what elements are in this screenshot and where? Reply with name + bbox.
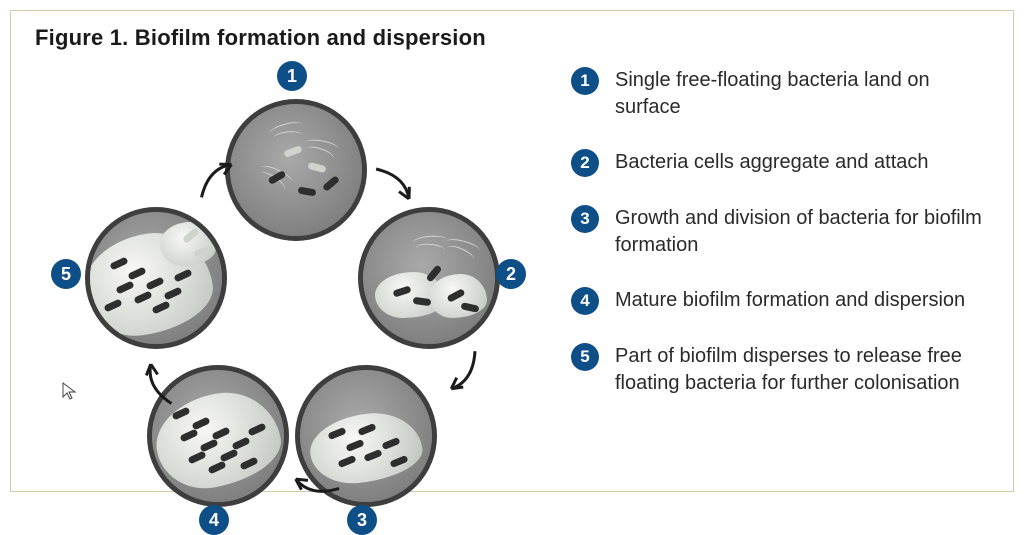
- legend-item: 4 Mature biofilm formation and dispersio…: [571, 287, 991, 315]
- stage-2: [358, 207, 500, 349]
- legend-item: 5 Part of biofilm disperses to release f…: [571, 343, 991, 397]
- arrow-4-5: [133, 350, 185, 415]
- figure-frame: Figure 1. Biofilm formation and dispersi…: [10, 10, 1014, 492]
- stage-badge-3: 3: [347, 505, 377, 535]
- legend: 1 Single free-floating bacteria land on …: [571, 67, 991, 397]
- arrow-2-3: [432, 340, 495, 405]
- stage-badge-5: 5: [51, 259, 81, 289]
- legend-text-5: Part of biofilm disperses to release fre…: [615, 343, 991, 397]
- legend-item: 1 Single free-floating bacteria land on …: [571, 67, 991, 121]
- cursor-icon: [61, 381, 79, 401]
- legend-badge-4: 4: [571, 287, 599, 315]
- stage-5: [85, 207, 227, 349]
- legend-text-4: Mature biofilm formation and dispersion: [615, 287, 965, 314]
- cycle-diagram: 1 2 3 4 5: [31, 55, 551, 485]
- figure-title: Figure 1. Biofilm formation and dispersi…: [35, 25, 486, 51]
- legend-text-3: Growth and division of bacteria for biof…: [615, 205, 991, 259]
- legend-item: 2 Bacteria cells aggregate and attach: [571, 149, 991, 177]
- stage-badge-4: 4: [199, 505, 229, 535]
- legend-badge-1: 1: [571, 67, 599, 95]
- legend-badge-5: 5: [571, 343, 599, 371]
- legend-text-1: Single free-floating bacteria land on su…: [615, 67, 991, 121]
- legend-badge-2: 2: [571, 149, 599, 177]
- legend-badge-3: 3: [571, 205, 599, 233]
- legend-item: 3 Growth and division of bacteria for bi…: [571, 205, 991, 259]
- legend-text-2: Bacteria cells aggregate and attach: [615, 149, 929, 176]
- stage-badge-2: 2: [496, 259, 526, 289]
- stage-badge-1: 1: [277, 61, 307, 91]
